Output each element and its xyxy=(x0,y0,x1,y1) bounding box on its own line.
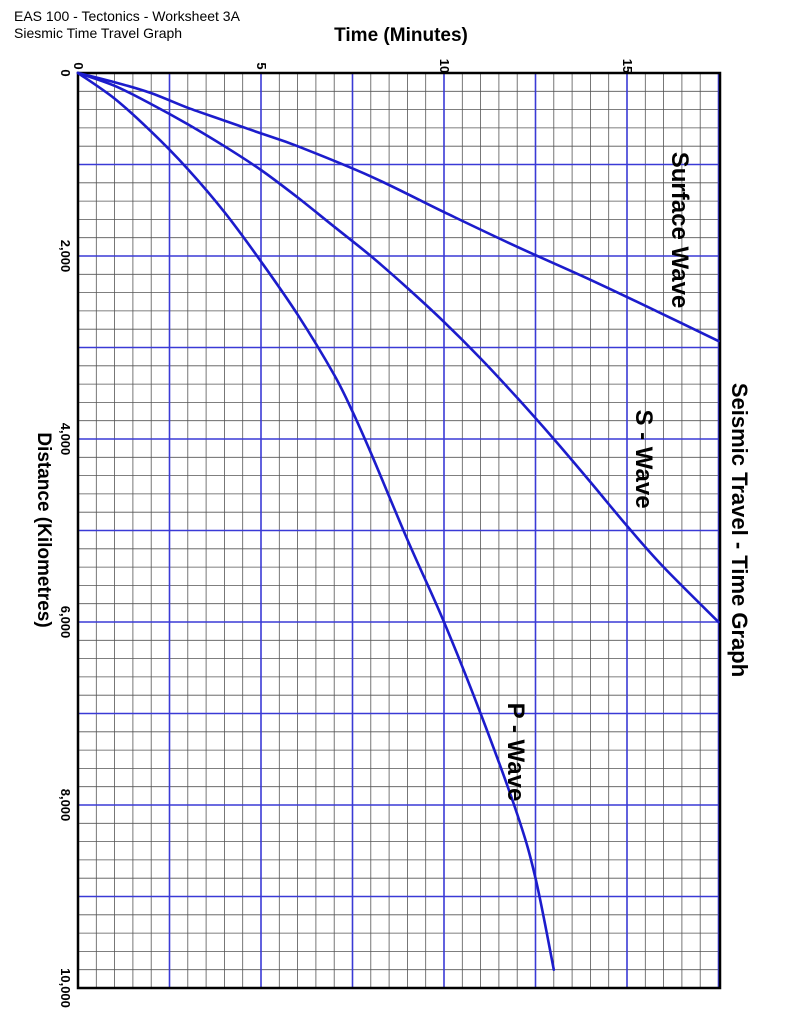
y-tick-label: 6,000 xyxy=(58,606,73,639)
plot-frame xyxy=(76,71,722,990)
x-tick-label: 5 xyxy=(254,62,269,69)
y-tick-label: 0 xyxy=(58,69,73,76)
y-tick-labels: 0 2,000 4,000 6,000 8,000 10,000 xyxy=(58,69,73,1008)
curves xyxy=(76,71,720,971)
x-tick-label: 10 xyxy=(437,59,452,73)
y-axis-title: Distance (Kilometres) xyxy=(33,432,54,627)
surface-wave-curve xyxy=(76,71,720,343)
x-tick-labels: 0 5 10 15 xyxy=(71,59,635,73)
x-tick-label: 0 xyxy=(71,62,86,69)
y-tick-label: 4,000 xyxy=(58,423,73,456)
y-tick-label: 10,000 xyxy=(58,968,73,1008)
x-tick-label: 15 xyxy=(620,59,635,73)
worksheet-header: EAS 100 - Tectonics - Worksheet 3A Siesm… xyxy=(14,8,240,42)
major-grid xyxy=(78,73,720,988)
y-tick-label: 8,000 xyxy=(58,789,73,822)
y-tick-label: 2,000 xyxy=(58,240,73,273)
s-wave-label: S - Wave xyxy=(630,409,657,508)
worksheet-subtitle: Siesmic Time Travel Graph xyxy=(14,25,183,41)
p-wave-curve xyxy=(76,71,556,971)
worksheet-title: EAS 100 - Tectonics - Worksheet 3A xyxy=(14,8,240,24)
x-axis-title: Time (Minutes) xyxy=(334,25,468,46)
chart-title: Seismic Travel - Time Graph xyxy=(727,383,752,677)
p-wave-label: P - Wave xyxy=(502,703,529,802)
surface-wave-label: Surface Wave xyxy=(666,152,693,309)
s-wave-curve xyxy=(76,71,720,624)
